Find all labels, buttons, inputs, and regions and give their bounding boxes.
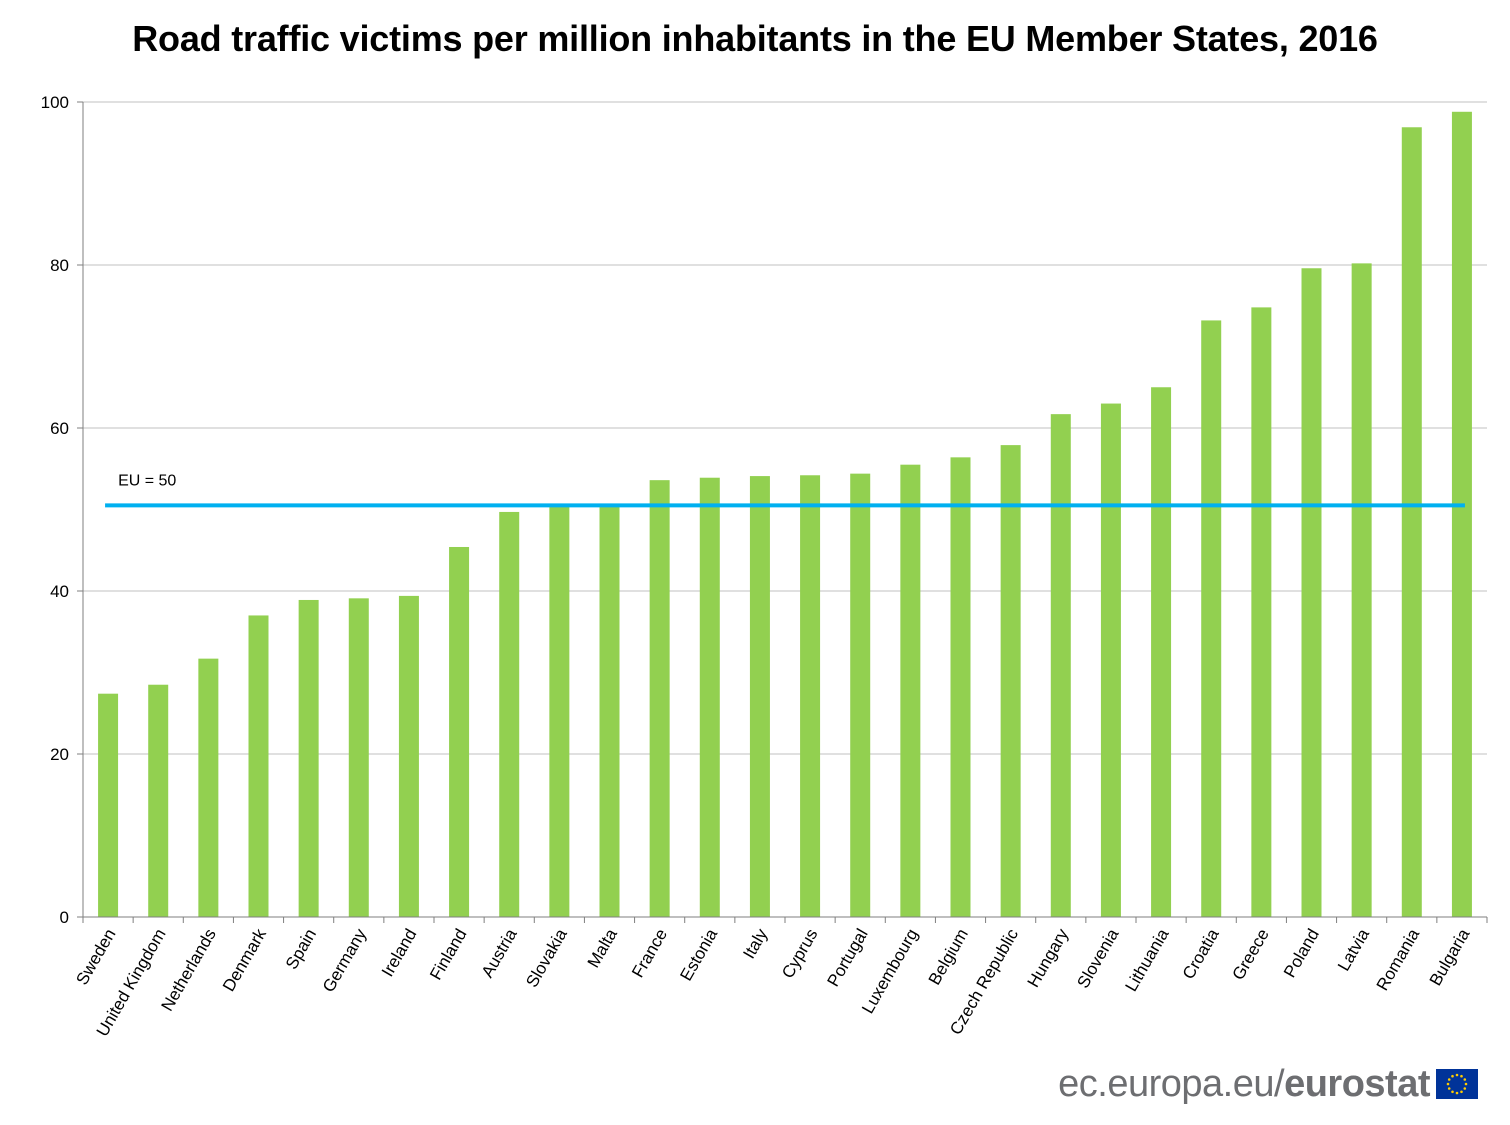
x-tick-label: Estonia	[676, 925, 721, 984]
bar-estonia	[699, 477, 720, 917]
bar-luxembourg	[900, 464, 921, 917]
bar-romania	[1401, 127, 1422, 917]
footer-url: ec.europa.eu/	[1058, 1062, 1285, 1105]
flag-star	[1451, 1090, 1454, 1094]
x-tick-label: France	[628, 926, 671, 981]
x-tick-label: Hungary	[1024, 925, 1073, 991]
y-tick-label: 60	[50, 419, 69, 438]
y-tick-label: 80	[50, 256, 69, 275]
bar-united-kingdom	[148, 684, 169, 917]
bar-czech-republic	[1000, 445, 1021, 917]
flag-star	[1464, 1082, 1468, 1086]
x-tick-label: Cyprus	[778, 926, 821, 982]
bar-greece	[1251, 307, 1272, 917]
x-tick-label: Slovakia	[522, 925, 571, 991]
y-tick-label: 100	[41, 93, 69, 112]
flag-star	[1455, 1073, 1459, 1077]
x-tick-label: Austria	[478, 925, 521, 981]
x-tick-label: Spain	[282, 926, 320, 973]
flag-star	[1455, 1091, 1459, 1095]
x-tick-label: Italy	[739, 925, 771, 962]
bar-sweden	[98, 693, 119, 917]
x-tick-label: Belgium	[925, 926, 972, 989]
x-tick-label: Germany	[319, 925, 371, 995]
x-tick-label: Slovenia	[1073, 925, 1122, 991]
x-tick-label: Denmark	[219, 925, 270, 995]
x-tick-label: Lithuania	[1122, 925, 1173, 995]
bar-cyprus	[800, 475, 821, 917]
bar-spain	[298, 599, 319, 917]
bar-poland	[1301, 268, 1322, 917]
reference-line-group: EU = 50	[105, 472, 1465, 508]
x-tick-label: Croatia	[1179, 925, 1223, 982]
flag-star	[1446, 1082, 1450, 1086]
x-tick-label: Greece	[1228, 926, 1272, 984]
bar-germany	[348, 598, 369, 917]
x-tick-label: Bulgaria	[1426, 925, 1474, 989]
flag-star	[1451, 1074, 1454, 1078]
bar-netherlands	[198, 658, 219, 917]
x-tick-label: Finland	[426, 926, 470, 984]
flag-star	[1463, 1078, 1467, 1081]
flag-star	[1460, 1090, 1463, 1094]
y-tick-label: 40	[50, 582, 69, 601]
bar-france	[649, 480, 670, 917]
bar-portugal	[850, 473, 871, 917]
flag-star	[1447, 1078, 1451, 1081]
eu-flag-icon	[1436, 1069, 1478, 1099]
x-tick-label: Malta	[584, 925, 622, 971]
bars	[98, 111, 1472, 917]
bar-ireland	[398, 595, 419, 917]
x-tick-label: Latvia	[1334, 925, 1373, 974]
x-tick-label: Romania	[1373, 925, 1424, 994]
footer-brand: eurostat	[1284, 1062, 1430, 1105]
eu-average-label: EU = 50	[118, 472, 176, 489]
bar-hungary	[1050, 414, 1071, 917]
bar-belgium	[950, 457, 971, 917]
chart-title: Road traffic victims per million inhabit…	[132, 18, 1378, 59]
bar-slovenia	[1100, 403, 1121, 917]
bar-italy	[749, 476, 770, 917]
flag-star	[1463, 1087, 1467, 1090]
y-tick-label: 0	[60, 908, 69, 927]
bar-croatia	[1201, 320, 1222, 917]
x-tick-label: Sweden	[72, 926, 119, 989]
flag-star	[1447, 1087, 1451, 1090]
gridlines	[83, 101, 1487, 755]
x-tick-label: Ireland	[378, 926, 420, 981]
y-tick-label: 20	[50, 745, 69, 764]
bar-latvia	[1351, 263, 1372, 917]
bar-finland	[449, 546, 470, 917]
bar-denmark	[248, 615, 269, 917]
flag-star	[1460, 1074, 1463, 1078]
footer-branding: ec.europa.eu/ eurostat	[1058, 1062, 1478, 1106]
bar-lithuania	[1151, 387, 1172, 917]
bar-slovakia	[549, 504, 570, 917]
x-tick-label: Poland	[1280, 926, 1323, 981]
x-tick-label: Portugal	[824, 926, 872, 990]
bar-bulgaria	[1451, 111, 1472, 917]
y-axis: 0 20 40 60 80 100	[41, 93, 84, 927]
bar-malta	[599, 505, 620, 917]
bar-austria	[499, 511, 520, 917]
